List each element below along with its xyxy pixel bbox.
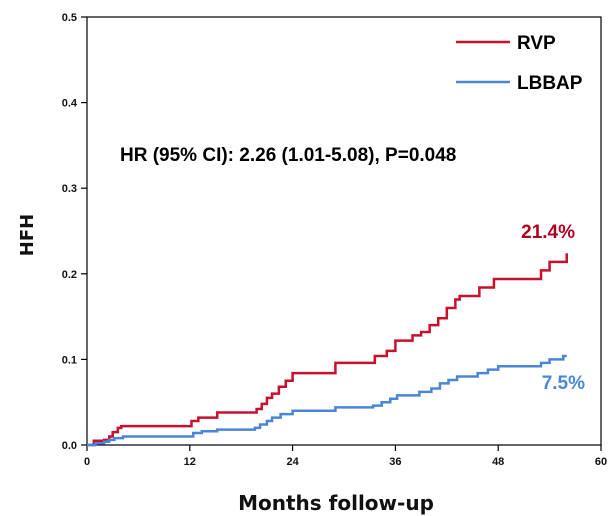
y-tick-label: 0.0: [62, 440, 77, 452]
end-label-lbbap: 7.5%: [542, 373, 585, 394]
y-axis-title: HFH: [17, 214, 38, 256]
series-line-lbbap: [87, 354, 567, 447]
series-group: [87, 253, 568, 447]
x-axis-title: Months follow-up: [238, 491, 434, 515]
y-tick-label: 0.1: [62, 354, 77, 366]
y-tick-label: 0.2: [62, 269, 77, 281]
x-tick-label: 48: [492, 456, 504, 468]
x-tick-label: 0: [84, 456, 90, 468]
x-tick-label: 60: [595, 456, 607, 468]
legend: RVP LBBAP: [456, 33, 583, 94]
series-line-rvp: [87, 253, 568, 447]
y-tick-label: 0.5: [62, 12, 77, 24]
y-tick-label: 0.4: [62, 98, 78, 110]
legend-label-rvp: RVP: [517, 33, 556, 54]
axis-ticks: 0 12 24 36 48 60 0.0 0.1 0.2 0.3 0.4 0.5: [62, 12, 607, 468]
plot-frame: [86, 16, 602, 446]
y-tick-label: 0.3: [62, 183, 77, 195]
x-tick-label: 36: [389, 456, 401, 468]
x-tick-label: 24: [286, 456, 299, 468]
x-tick-label: 12: [184, 456, 196, 468]
legend-label-lbbap: LBBAP: [517, 73, 583, 94]
end-label-rvp: 21.4%: [521, 222, 575, 243]
hazard-ratio-annotation: HR (95% CI): 2.26 (1.01-5.08), P=0.048: [120, 145, 456, 166]
